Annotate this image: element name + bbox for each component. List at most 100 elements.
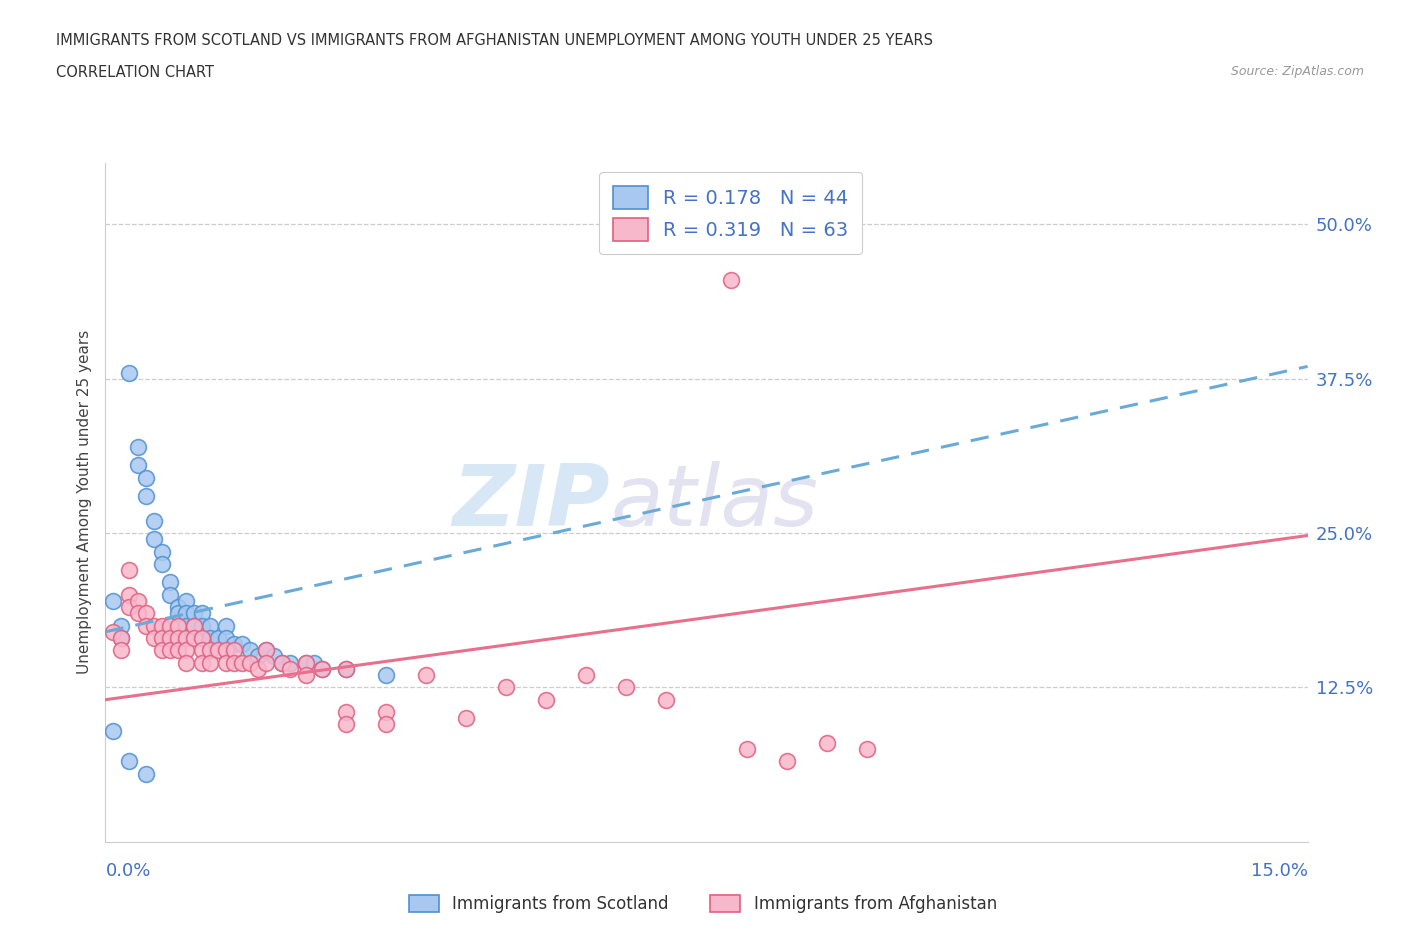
Point (214, 618, 236, 633)
Point (135, 605, 157, 620)
Point (135, 766, 157, 781)
Point (135, 488, 157, 503)
Point (159, 631, 181, 645)
Point (150, 618, 173, 633)
Text: ZIP: ZIP (453, 460, 610, 544)
Point (374, 705, 398, 720)
Point (776, 754, 799, 769)
Point (103, 724, 125, 738)
Point (254, 643, 277, 658)
Text: atlas: atlas (610, 460, 818, 544)
Point (335, 661, 357, 676)
Point (222, 656, 245, 671)
Point (103, 624, 125, 639)
Point (166, 643, 188, 658)
Point (198, 656, 221, 671)
Point (166, 631, 188, 645)
Point (311, 661, 333, 676)
Point (118, 588, 141, 603)
Text: 0.0%: 0.0% (105, 862, 150, 880)
Point (110, 631, 132, 645)
Point (142, 513, 165, 528)
Point (374, 717, 398, 732)
Point (183, 605, 205, 620)
Point (270, 656, 292, 671)
Point (335, 705, 357, 720)
Point (815, 736, 838, 751)
Point (118, 600, 141, 615)
Point (231, 637, 253, 652)
Point (246, 661, 269, 676)
Point (127, 439, 149, 454)
Point (174, 643, 197, 658)
Point (159, 575, 181, 590)
Point (190, 631, 212, 645)
Point (166, 618, 188, 633)
Point (575, 668, 598, 683)
Point (118, 563, 141, 578)
Point (278, 656, 301, 671)
Point (207, 643, 229, 658)
Point (239, 643, 262, 658)
Point (335, 661, 357, 676)
Point (263, 649, 285, 664)
Point (174, 605, 197, 620)
Point (183, 618, 205, 633)
Legend: R = 0.178   N = 44, R = 0.319   N = 63: R = 0.178 N = 44, R = 0.319 N = 63 (599, 172, 862, 254)
Point (534, 692, 557, 707)
Point (374, 668, 398, 683)
Point (103, 593, 125, 608)
Text: CORRELATION CHART: CORRELATION CHART (56, 65, 214, 80)
Point (855, 741, 877, 756)
Point (150, 631, 173, 645)
Point (190, 618, 212, 633)
Point (198, 643, 221, 658)
Point (190, 605, 212, 620)
Point (415, 668, 437, 683)
Point (135, 618, 157, 633)
Point (150, 544, 173, 559)
Point (142, 631, 165, 645)
Point (295, 656, 318, 671)
Point (174, 593, 197, 608)
Point (735, 741, 758, 756)
Point (166, 605, 188, 620)
Point (295, 668, 318, 683)
Point (174, 656, 197, 671)
Point (655, 692, 678, 707)
Point (335, 717, 357, 732)
Point (135, 470, 157, 485)
Point (720, 272, 742, 287)
Y-axis label: Unemployment Among Youth under 25 years: Unemployment Among Youth under 25 years (76, 330, 91, 674)
Point (239, 656, 262, 671)
Point (150, 556, 173, 571)
Point (150, 643, 173, 658)
Point (159, 618, 181, 633)
Point (110, 631, 132, 645)
Point (142, 532, 165, 547)
Point (127, 593, 149, 608)
Point (246, 649, 269, 664)
Point (222, 643, 245, 658)
Point (278, 661, 301, 676)
Point (183, 631, 205, 645)
Point (616, 680, 638, 695)
Point (198, 618, 221, 633)
Point (183, 618, 205, 633)
Point (270, 656, 292, 671)
Point (311, 661, 333, 676)
Point (118, 365, 141, 380)
Legend: Immigrants from Scotland, Immigrants from Afghanistan: Immigrants from Scotland, Immigrants fro… (402, 888, 1004, 920)
Point (214, 643, 236, 658)
Text: 15.0%: 15.0% (1250, 862, 1308, 880)
Point (159, 588, 181, 603)
Point (190, 643, 212, 658)
Point (127, 458, 149, 472)
Point (190, 656, 212, 671)
Point (454, 711, 477, 725)
Point (110, 618, 132, 633)
Point (254, 656, 277, 671)
Point (174, 618, 197, 633)
Point (295, 656, 318, 671)
Point (222, 637, 245, 652)
